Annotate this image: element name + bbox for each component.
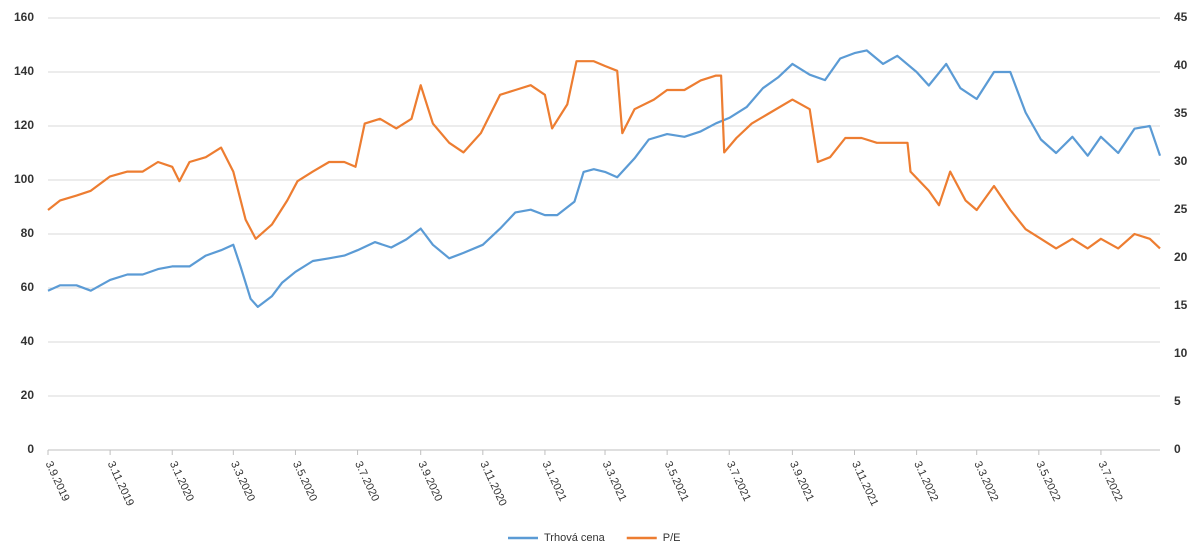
y-tick-label: 20	[21, 388, 35, 402]
x-tick-label: 3.11.2021	[849, 459, 880, 508]
legend-label: Trhová cena	[544, 532, 606, 544]
line-series	[47, 60, 1161, 250]
x-tick-label: 3.5.2022	[1033, 459, 1062, 503]
x-tick-label: 3.5.2020	[290, 459, 319, 503]
x-tick-label: 3.9.2021	[787, 459, 816, 503]
y2-tick-label: 35	[1174, 106, 1188, 120]
x-tick-label: 3.3.2022	[971, 459, 1000, 503]
y2-tick-label: 10	[1174, 346, 1188, 360]
y-tick-label: 40	[21, 334, 35, 348]
x-tick-label: 3.9.2019	[43, 459, 72, 503]
line-series	[47, 49, 1162, 308]
x-tick-label: 3.7.2021	[724, 459, 753, 503]
x-tick-label: 3.1.2020	[167, 459, 196, 503]
y-tick-label: 140	[14, 64, 34, 78]
x-tick-label: 3.11.2020	[477, 459, 508, 508]
x-tick-label: 3.11.2019	[105, 459, 136, 508]
y2-tick-label: 5	[1174, 394, 1181, 408]
y-tick-label: 0	[27, 442, 34, 456]
y2-tick-label: 45	[1174, 10, 1188, 24]
x-tick-label: 3.1.2022	[911, 459, 940, 503]
y-tick-label: 160	[14, 10, 34, 24]
y2-tick-label: 30	[1174, 154, 1188, 168]
y-tick-label: 120	[14, 118, 34, 132]
x-tick-label: 3.7.2022	[1096, 459, 1125, 503]
y2-tick-label: 40	[1174, 58, 1188, 72]
y2-tick-label: 0	[1174, 442, 1181, 456]
x-tick-label: 3.3.2021	[600, 459, 629, 503]
y2-tick-label: 25	[1174, 202, 1188, 216]
x-tick-label: 3.5.2021	[662, 459, 691, 503]
x-tick-label: 3.1.2021	[540, 459, 569, 503]
legend-label: P/E	[663, 532, 681, 544]
y-tick-label: 80	[21, 226, 35, 240]
x-tick-label: 3.3.2020	[228, 459, 257, 503]
y2-tick-label: 15	[1174, 298, 1188, 312]
y-tick-label: 60	[21, 280, 35, 294]
x-tick-label: 3.7.2020	[352, 459, 381, 503]
y-tick-label: 100	[14, 172, 34, 186]
x-tick-label: 3.9.2020	[415, 459, 444, 503]
y2-tick-label: 20	[1174, 250, 1188, 264]
